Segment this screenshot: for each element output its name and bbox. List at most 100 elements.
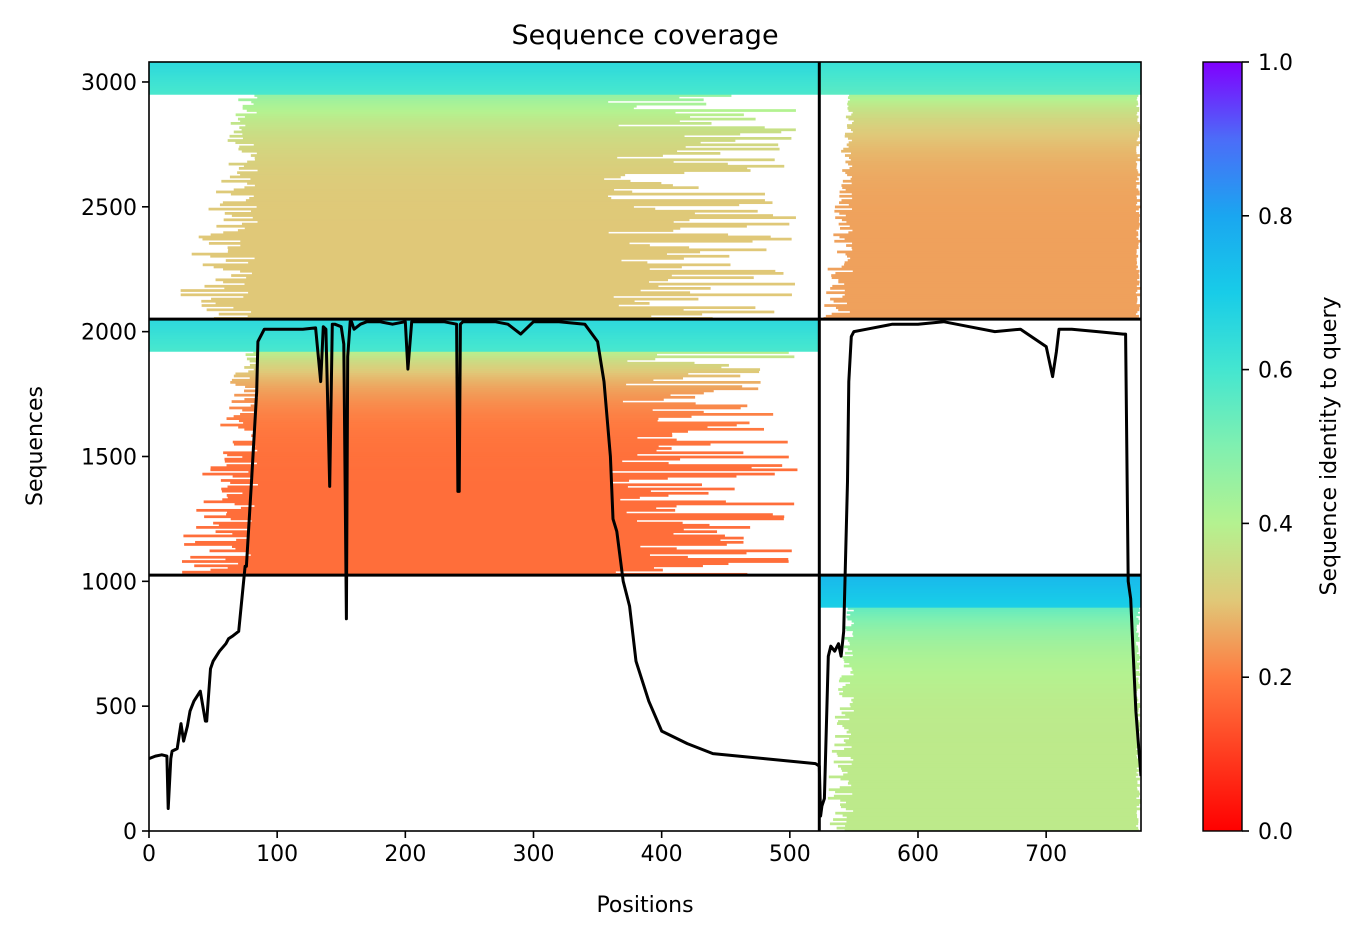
alignment-row bbox=[218, 312, 703, 316]
y-tick-label: 1000 bbox=[81, 570, 137, 595]
alignment-row bbox=[851, 175, 1138, 179]
alignment-row bbox=[837, 764, 1141, 768]
alignment-row bbox=[194, 564, 703, 568]
alignment-row bbox=[149, 329, 820, 333]
alignment-row bbox=[819, 581, 1141, 585]
alignment-row bbox=[244, 389, 714, 393]
alignment-row bbox=[849, 703, 1141, 706]
alignment-row bbox=[237, 229, 674, 232]
alignment-row bbox=[819, 77, 1141, 80]
alignment-row bbox=[149, 89, 820, 93]
alignment-row bbox=[852, 229, 1137, 232]
alignment-row bbox=[842, 813, 1138, 817]
alignment-row bbox=[253, 368, 761, 371]
y-tick-label: 3000 bbox=[81, 71, 137, 96]
alignment-row bbox=[852, 700, 1137, 704]
alignment-row bbox=[849, 167, 1137, 170]
alignment-row bbox=[149, 340, 820, 344]
alignment-row bbox=[846, 730, 1136, 734]
alignment-row bbox=[852, 130, 1140, 134]
alignment-row bbox=[819, 85, 1141, 89]
alignment-row bbox=[825, 314, 1139, 318]
alignment-row bbox=[844, 747, 1137, 751]
alignment-row bbox=[851, 152, 1137, 155]
alignment-row bbox=[833, 233, 1139, 237]
alignment-row bbox=[241, 149, 678, 153]
alignment-row bbox=[245, 353, 658, 357]
alignment-row bbox=[824, 304, 1140, 307]
alignment-row bbox=[149, 62, 820, 65]
alignment-row bbox=[839, 677, 1139, 681]
alignment-row bbox=[851, 698, 1139, 702]
alignment-row bbox=[249, 376, 684, 380]
alignment-row bbox=[844, 154, 1140, 157]
alignment-row bbox=[227, 511, 627, 514]
alignment-row bbox=[238, 167, 748, 170]
alignment-row bbox=[838, 679, 1138, 683]
alignment-row bbox=[848, 117, 1138, 121]
alignment-row bbox=[847, 100, 1138, 104]
alignment-row bbox=[852, 649, 1139, 653]
alignment-row bbox=[225, 558, 789, 561]
alignment-row bbox=[834, 209, 1136, 213]
alignment-row bbox=[841, 199, 1141, 202]
alignment-row bbox=[238, 147, 780, 151]
alignment-row bbox=[849, 224, 1140, 228]
alignment-row bbox=[227, 453, 638, 457]
alignment-row bbox=[844, 263, 1137, 267]
alignment-row bbox=[149, 346, 820, 350]
alignment-row bbox=[849, 643, 1137, 647]
alignment-row bbox=[230, 192, 765, 196]
alignment-row bbox=[245, 124, 619, 127]
alignment-row bbox=[831, 276, 1140, 280]
alignment-row bbox=[842, 169, 1138, 172]
alignment-row bbox=[221, 489, 651, 493]
alignment-row bbox=[819, 74, 1141, 78]
alignment-row bbox=[819, 592, 1141, 595]
alignment-row bbox=[216, 224, 747, 228]
alignment-row bbox=[843, 773, 1139, 777]
alignment-row bbox=[842, 295, 1138, 299]
alignment-row bbox=[838, 688, 1138, 691]
alignment-row bbox=[190, 555, 688, 559]
alignment-row bbox=[850, 705, 1141, 708]
alignment-row bbox=[819, 89, 1141, 93]
alignment-row bbox=[845, 626, 1137, 629]
alignment-row bbox=[819, 579, 1141, 583]
alignment-row bbox=[149, 336, 820, 339]
alignment-row bbox=[180, 293, 792, 297]
alignment-row bbox=[242, 107, 634, 110]
alignment-row bbox=[852, 111, 1138, 115]
alignment-row bbox=[248, 528, 684, 531]
alignment-row bbox=[224, 459, 623, 463]
alignment-row bbox=[853, 809, 1137, 813]
alignment-row bbox=[230, 381, 761, 384]
alignment-row bbox=[211, 297, 699, 301]
alignment-row bbox=[844, 726, 1140, 730]
alignment-row bbox=[852, 242, 1139, 245]
alignment-row bbox=[819, 72, 1141, 76]
alignment-row bbox=[233, 188, 615, 192]
alignment-row bbox=[849, 662, 1140, 666]
alignment-row bbox=[819, 64, 1141, 67]
alignment-row bbox=[846, 801, 1141, 804]
alignment-row bbox=[239, 145, 686, 149]
alignment-row bbox=[853, 622, 1140, 625]
alignment-row bbox=[819, 594, 1141, 598]
alignment-row bbox=[229, 134, 685, 138]
alignment-row bbox=[846, 143, 1139, 147]
alignment-row bbox=[851, 784, 1140, 787]
alignment-row bbox=[819, 81, 1141, 85]
alignment-row bbox=[242, 104, 637, 108]
alignment-row bbox=[846, 615, 1137, 619]
alignment-row bbox=[850, 681, 1139, 685]
alignment-row bbox=[254, 257, 684, 260]
alignment-row bbox=[239, 126, 765, 130]
alignment-row bbox=[222, 201, 773, 205]
alignment-row bbox=[226, 494, 669, 497]
alignment-row bbox=[843, 658, 1140, 661]
alignment-row bbox=[257, 391, 704, 395]
alignment-row bbox=[819, 87, 1141, 91]
alignment-row bbox=[244, 398, 664, 401]
alignment-row bbox=[213, 521, 683, 525]
